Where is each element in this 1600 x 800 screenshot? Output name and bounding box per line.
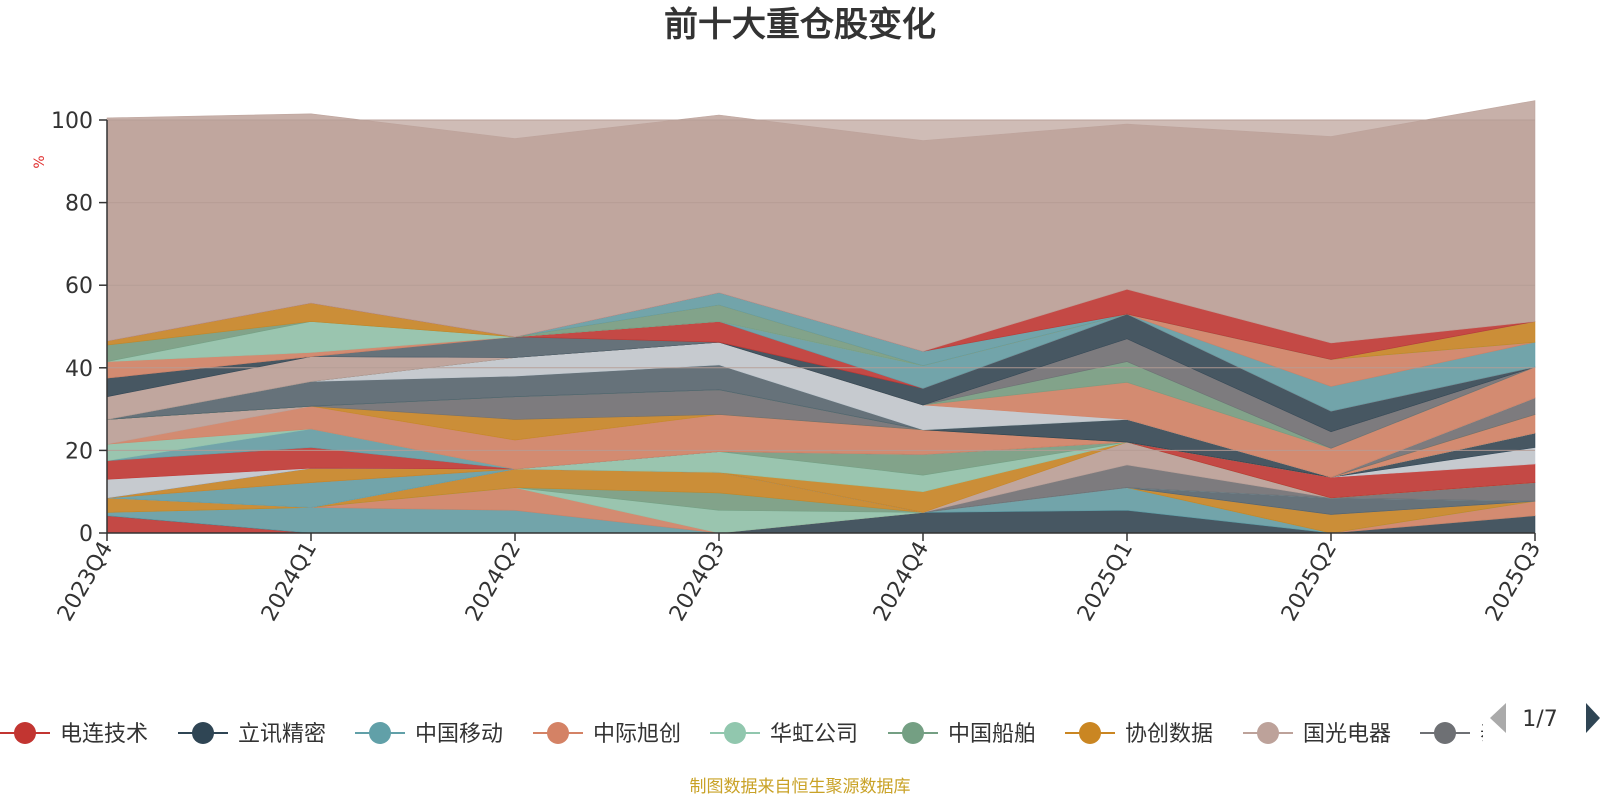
legend-label: 华虹公司 (770, 722, 858, 747)
legend-item-1[interactable]: 立讯精密 (178, 722, 326, 747)
y-tick-label-60: 60 (65, 274, 93, 299)
legend-item-0[interactable]: 电连技术 (0, 722, 148, 747)
legend-item-8[interactable]: 泰豪科技 (1420, 722, 1568, 747)
legend-label: 中际旭创 (593, 722, 681, 747)
legend-label: 立讯精密 (238, 722, 326, 747)
legend-label: 国光电器 (1303, 722, 1391, 747)
legend-item-3[interactable]: 中际旭创 (533, 722, 681, 747)
source-note: 制图数据来自恒生聚源数据库 (690, 777, 911, 797)
legend-page-indicator: 1/7 (1522, 707, 1557, 732)
y-tick-label-40: 40 (65, 357, 93, 382)
legend-prev-page-icon[interactable] (1490, 703, 1506, 733)
x-tick-label-2024Q3: 2024Q3 (665, 538, 730, 626)
y-axis-label: % (32, 155, 48, 168)
legend-label: 中国船舶 (948, 722, 1036, 747)
x-tick-label-2025Q2: 2025Q2 (1277, 538, 1342, 626)
y-tick-label-20: 20 (65, 439, 93, 464)
legend-next-page-icon[interactable] (1586, 703, 1600, 733)
legend-marker (902, 722, 924, 744)
y-tick-label-0: 0 (79, 522, 93, 547)
legend-item-2[interactable]: 中国移动 (355, 722, 503, 747)
legend-marker (724, 722, 746, 744)
x-tick-label-2024Q4: 2024Q4 (869, 538, 934, 626)
legend-label: 协创数据 (1125, 722, 1213, 747)
legend-label: 电连技术 (60, 722, 148, 747)
stacked-areas (106, 100, 1536, 534)
legend: 电连技术 立讯精密 中国移动 中际旭创 华虹公司 中国船舶 协创数据 国光电器 泰豪科技 (0, 722, 1568, 747)
series-area-46 (106, 100, 1536, 352)
legend-marker (1079, 722, 1101, 744)
legend-marker (547, 722, 569, 744)
x-tick-label-2024Q2: 2024Q2 (461, 538, 526, 626)
legend-marker (369, 722, 391, 744)
legend-item-4[interactable]: 华虹公司 (710, 722, 858, 747)
legend-pager: 1/7 (1490, 703, 1600, 733)
legend-item-7[interactable]: 国光电器 (1243, 722, 1391, 747)
y-tick-label-100: 100 (51, 109, 93, 134)
legend-marker (192, 722, 214, 744)
legend-label: 中国移动 (415, 722, 503, 747)
legend-item-5[interactable]: 中国船舶 (888, 722, 1036, 747)
legend-item-6[interactable]: 协创数据 (1065, 722, 1213, 747)
x-tick-label-2023Q4: 2023Q4 (53, 538, 118, 626)
legend-items: 电连技术 立讯精密 中国移动 中际旭创 华虹公司 中国船舶 协创数据 国光电器 泰豪科技 (0, 722, 1568, 747)
y-tick-label-80: 80 (65, 192, 93, 217)
legend-marker (1434, 722, 1456, 744)
x-tick-label-2024Q1: 2024Q1 (257, 538, 322, 626)
x-tick-label-2025Q3: 2025Q3 (1481, 538, 1546, 626)
legend-label: 泰豪科技 (1480, 722, 1568, 747)
x-tick-label-2025Q1: 2025Q1 (1073, 538, 1138, 626)
chart-title: 前十大重仓股变化 (664, 5, 936, 45)
grid-lines (107, 119, 1535, 451)
legend-marker (1257, 722, 1279, 744)
legend-marker (14, 722, 36, 744)
